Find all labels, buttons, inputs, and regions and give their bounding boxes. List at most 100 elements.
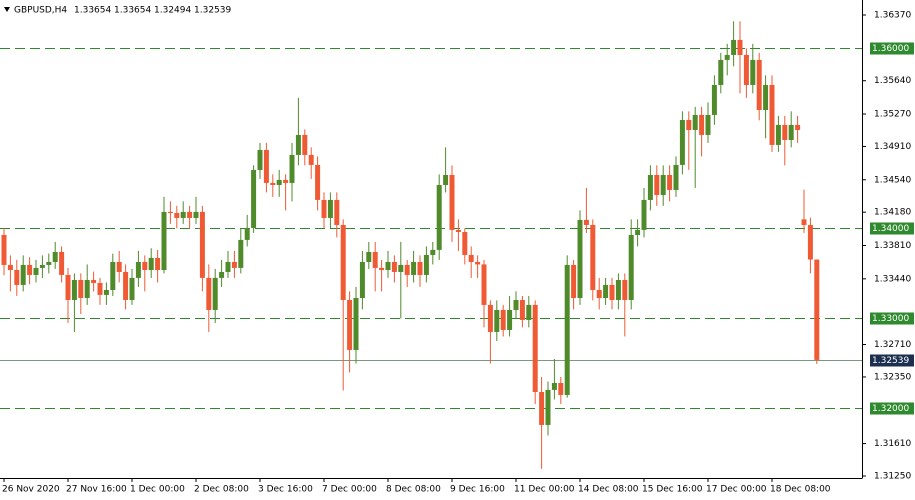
candle-body [347,299,353,350]
candle-body [763,84,769,110]
candle-body [39,264,45,268]
candle-body [359,261,365,298]
candle-body [590,224,596,290]
candle-body [814,259,820,360]
candle-body [500,309,506,330]
candle-body [276,179,282,185]
y-tick-label: 1.36370 [874,11,911,21]
candle-body [315,164,321,200]
candle-body [756,59,762,110]
candle-body [705,114,711,135]
candle-body [679,119,685,165]
candle-body [750,59,756,85]
candle-body [270,182,276,185]
candle-body [225,261,231,272]
candle-body [615,279,621,300]
x-tick-label: 18 Dec 08:00 [770,485,831,495]
candle-body [718,59,724,85]
candle-body [807,224,813,260]
candle-body [289,154,295,183]
candle-body [340,224,346,300]
candle-body [123,271,129,300]
candle-body [609,284,615,300]
candle-body [78,279,84,298]
candle-body [103,289,109,295]
y-tick-label: 1.33440 [874,274,911,284]
candle-body [673,164,679,190]
candle-body [731,39,737,55]
candle-body [513,299,519,310]
candle-body [372,251,378,268]
candle-body [302,134,308,155]
candle-body [263,149,269,183]
price-label-box [870,354,914,367]
candle-body [462,231,468,255]
candle-body [366,251,372,262]
candle-body [295,134,301,155]
candle-body [622,279,628,300]
candle-body [571,264,577,298]
menu-arrow[interactable] [4,7,10,12]
candle-body [775,124,781,145]
candle-body [507,309,513,330]
candle-body [468,254,474,262]
candle-body [180,211,186,218]
candle-body [692,114,698,130]
candle-body [129,277,135,300]
candle-body [596,289,602,298]
candle-body [193,211,199,218]
price-label: 1.32539 [872,356,909,366]
candle-body [391,261,397,272]
candle-body [411,261,417,275]
x-tick-label: 1 Dec 00:00 [130,485,185,495]
x-tick-label: 11 Dec 00:00 [514,485,575,495]
candle-body [27,264,33,275]
candle-body [20,264,26,285]
candle-body [212,277,218,310]
x-tick-label: 17 Dec 00:00 [706,485,767,495]
candle-body [84,279,90,298]
candle-body [564,264,570,395]
y-tick-label: 1.32350 [874,372,911,382]
candle-body [231,261,237,268]
x-tick-label: 9 Dec 16:00 [450,485,505,495]
y-tick-label: 1.31250 [874,472,911,482]
candle-body [583,219,589,225]
candle-body [219,271,225,278]
candle-body [519,299,525,320]
level-label: 1.34000 [872,224,909,234]
candle-body [430,249,436,255]
ohlc-value: 1.33654 [74,6,111,16]
x-tick-label: 2 Dec 08:00 [194,485,249,495]
candle-body [161,211,167,270]
candle-body [660,174,666,195]
candle-body [603,284,609,298]
candle-body [628,234,634,300]
x-tick-label: 15 Dec 16:00 [642,485,703,495]
candle-body [641,199,647,230]
candle-body [443,174,449,185]
candle-body [436,184,442,250]
candle-body [667,174,673,190]
candle-body [455,229,461,232]
candle-body [167,211,173,213]
candle-body [417,261,423,275]
candle-body [532,304,538,392]
ohlc-value: 1.32539 [194,6,231,16]
candle-body [327,199,333,218]
candle-body [686,119,692,130]
candle-body [724,54,730,60]
candle-body [551,382,557,390]
candle-body [404,264,410,275]
candle-body [475,261,481,265]
candle-body [379,267,385,270]
candle-body [699,114,705,135]
x-tick-label: 7 Dec 00:00 [322,485,377,495]
candle-body [116,261,122,272]
candle-body [174,212,180,218]
candle-body [494,309,500,332]
candle-body [46,261,52,265]
candle-body [398,264,404,272]
candle-body [244,227,250,240]
